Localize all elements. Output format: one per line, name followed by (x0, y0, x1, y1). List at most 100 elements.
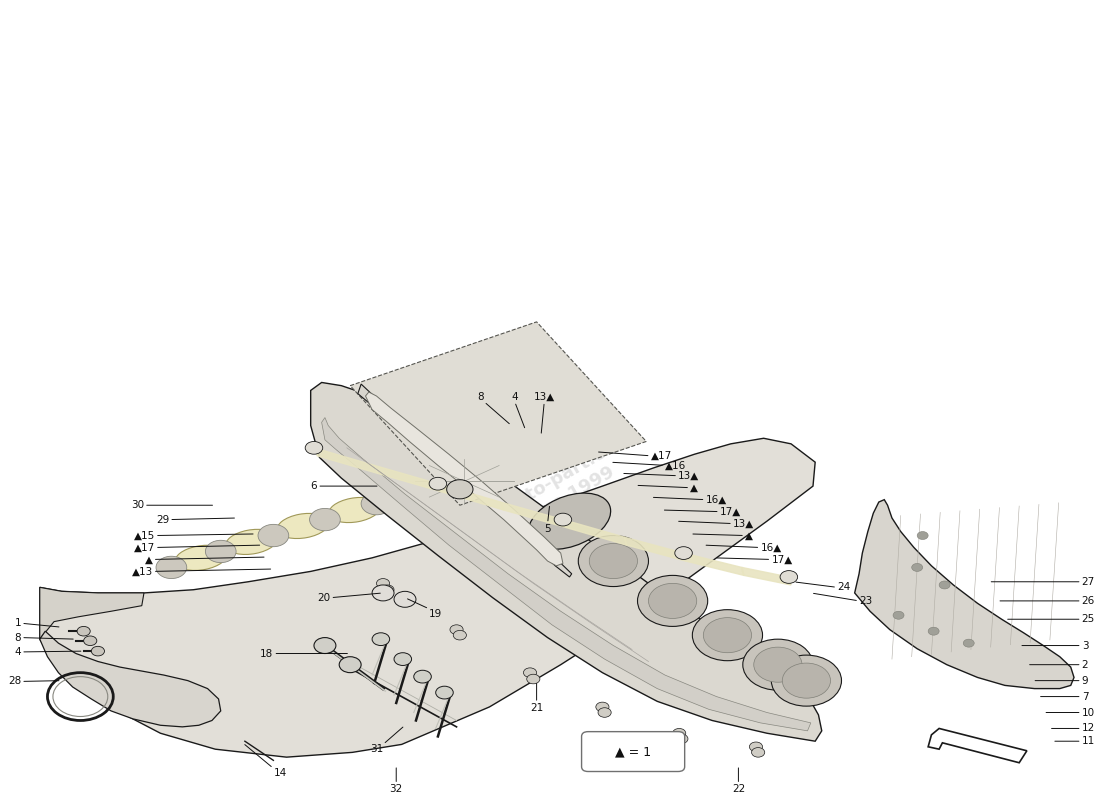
Text: 24: 24 (837, 582, 850, 592)
Circle shape (703, 618, 751, 653)
Text: 11: 11 (1081, 736, 1094, 746)
Text: www.auto-part.com
    since 1999: www.auto-part.com since 1999 (453, 429, 646, 562)
Text: 13▲: 13▲ (534, 391, 554, 402)
Circle shape (206, 540, 236, 562)
Polygon shape (40, 438, 815, 757)
Circle shape (372, 585, 394, 601)
Text: 10: 10 (1081, 707, 1094, 718)
Circle shape (742, 639, 813, 690)
Circle shape (314, 638, 336, 654)
Text: 18: 18 (260, 649, 274, 658)
Text: 19: 19 (429, 609, 442, 619)
Text: 16▲: 16▲ (760, 542, 782, 553)
Circle shape (554, 514, 572, 526)
Circle shape (780, 570, 798, 583)
Text: 27: 27 (1081, 577, 1094, 586)
Circle shape (527, 674, 540, 684)
Text: 28: 28 (8, 677, 21, 686)
Text: 3: 3 (1081, 641, 1088, 650)
Text: 23: 23 (859, 596, 872, 606)
Circle shape (84, 636, 97, 646)
Polygon shape (741, 567, 791, 585)
Text: 21: 21 (530, 703, 543, 713)
Circle shape (339, 657, 361, 673)
Text: 25: 25 (1081, 614, 1094, 624)
Text: 13▲: 13▲ (678, 470, 700, 481)
Circle shape (579, 535, 649, 586)
Ellipse shape (226, 530, 277, 554)
Text: 29: 29 (156, 514, 169, 525)
Text: 13▲: 13▲ (733, 518, 755, 529)
Circle shape (411, 477, 442, 499)
Text: 31: 31 (370, 744, 383, 754)
Ellipse shape (277, 514, 329, 538)
Circle shape (156, 556, 187, 578)
Circle shape (596, 702, 609, 712)
Polygon shape (500, 502, 566, 527)
Circle shape (91, 646, 104, 656)
Circle shape (361, 493, 392, 515)
Polygon shape (358, 384, 572, 577)
Circle shape (394, 653, 411, 666)
Circle shape (429, 478, 447, 490)
Text: ▲17: ▲17 (651, 451, 672, 461)
Text: 4: 4 (14, 647, 21, 657)
Circle shape (463, 461, 494, 483)
Text: 5: 5 (544, 523, 551, 534)
Text: 26: 26 (1081, 596, 1094, 606)
Circle shape (394, 591, 416, 607)
Polygon shape (625, 537, 685, 561)
Circle shape (590, 543, 638, 578)
Text: 8: 8 (477, 391, 484, 402)
Circle shape (782, 663, 830, 698)
Circle shape (964, 639, 975, 647)
Circle shape (372, 633, 389, 646)
Circle shape (447, 480, 473, 499)
Text: 22: 22 (732, 784, 745, 794)
Text: 17▲: 17▲ (771, 554, 793, 565)
Circle shape (912, 563, 923, 571)
Circle shape (638, 575, 707, 626)
Text: 16▲: 16▲ (705, 494, 727, 505)
Circle shape (751, 747, 764, 757)
Circle shape (598, 708, 612, 718)
Polygon shape (40, 587, 144, 639)
Ellipse shape (528, 493, 611, 550)
Polygon shape (855, 500, 1074, 689)
Circle shape (524, 668, 537, 678)
Circle shape (749, 742, 762, 751)
Text: ▲15: ▲15 (134, 530, 155, 541)
Ellipse shape (175, 546, 227, 570)
Text: 20: 20 (317, 593, 330, 602)
Circle shape (453, 630, 466, 640)
Text: 30: 30 (131, 500, 144, 510)
Text: ▲: ▲ (145, 554, 153, 565)
Circle shape (309, 509, 340, 530)
Text: 14: 14 (274, 768, 287, 778)
Text: ▲: ▲ (745, 530, 754, 541)
Polygon shape (350, 322, 647, 506)
Text: 7: 7 (1081, 691, 1088, 702)
Text: ▲13: ▲13 (132, 566, 153, 577)
Circle shape (672, 729, 685, 738)
Polygon shape (683, 553, 744, 575)
Text: 6: 6 (310, 481, 317, 491)
Circle shape (674, 546, 692, 559)
Text: 32: 32 (389, 784, 403, 794)
Circle shape (893, 611, 904, 619)
Text: 1: 1 (14, 618, 21, 628)
Text: Ferrari: Ferrari (424, 515, 632, 572)
Text: 12: 12 (1081, 723, 1094, 734)
Circle shape (381, 585, 394, 594)
Text: 4: 4 (512, 391, 518, 402)
Text: 9: 9 (1081, 676, 1088, 686)
Circle shape (450, 625, 463, 634)
Ellipse shape (431, 466, 482, 490)
Polygon shape (321, 418, 811, 731)
Circle shape (649, 583, 696, 618)
Text: ▲16: ▲16 (664, 460, 686, 470)
Text: ▲ = 1: ▲ = 1 (615, 745, 651, 758)
Circle shape (939, 581, 950, 589)
Circle shape (754, 647, 802, 682)
Text: 8: 8 (14, 633, 21, 642)
